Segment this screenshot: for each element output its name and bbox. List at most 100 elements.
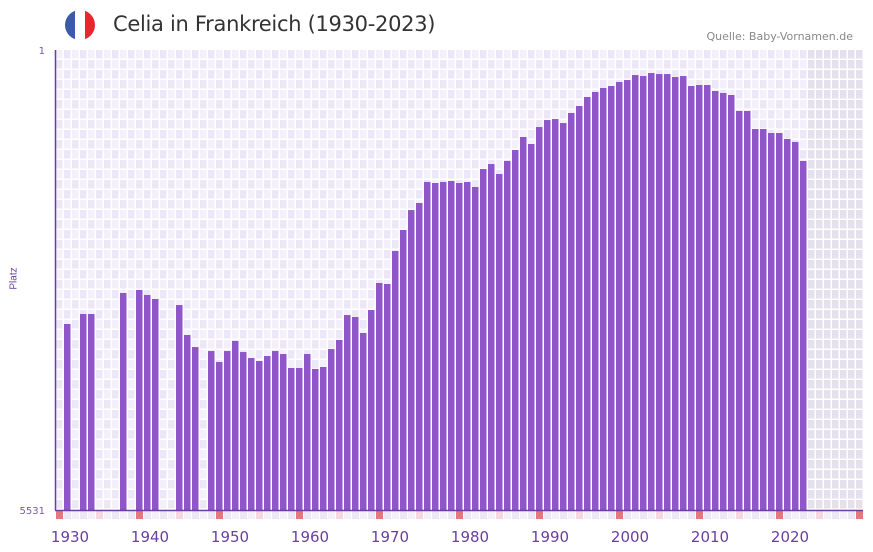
grid-cell — [832, 250, 839, 259]
grid-cell — [616, 70, 623, 79]
grid-cell — [456, 60, 463, 69]
grid-cell — [200, 460, 207, 469]
grid-cell — [112, 80, 119, 89]
grid-cell — [312, 170, 319, 179]
grid-cell — [128, 110, 135, 119]
grid-cell — [248, 50, 255, 59]
grid-cell — [856, 240, 863, 249]
grid-cell — [848, 310, 855, 319]
grid-cell — [264, 100, 271, 109]
grid-cell — [424, 120, 431, 129]
grid-cell — [56, 240, 63, 249]
grid-cell — [96, 110, 103, 119]
grid-cell — [112, 300, 119, 309]
grid-cell — [152, 150, 159, 159]
grid-cell — [288, 300, 295, 309]
grid-cell — [184, 230, 191, 239]
grid-cell — [232, 120, 239, 129]
grid-cell — [176, 280, 183, 289]
grid-cell — [472, 130, 479, 139]
grid-cell — [416, 70, 423, 79]
grid-cell — [160, 490, 167, 499]
grid-cell — [592, 50, 599, 59]
grid-cell — [320, 190, 327, 199]
grid-cell — [200, 500, 207, 509]
grid-cell — [344, 230, 351, 239]
grid-cell — [72, 270, 79, 279]
grid-cell — [72, 50, 79, 59]
grid-cell — [120, 240, 127, 249]
grid-cell — [176, 180, 183, 189]
grid-cell — [392, 240, 399, 249]
grid-cell — [80, 190, 87, 199]
grid-cell — [792, 90, 799, 99]
grid-cell — [496, 110, 503, 119]
grid-cell — [312, 130, 319, 139]
grid-cell — [216, 340, 223, 349]
grid-cell — [424, 110, 431, 119]
grid-cell — [56, 430, 63, 439]
grid-cell — [840, 390, 847, 399]
grid-cell — [288, 180, 295, 189]
grid-cell — [320, 210, 327, 219]
grid-cell — [400, 60, 407, 69]
grid-cell — [264, 280, 271, 289]
grid-cell — [776, 80, 783, 89]
grid-cell — [824, 360, 831, 369]
grid-cell — [392, 230, 399, 239]
grid-cell — [848, 100, 855, 109]
grid-cell — [184, 130, 191, 139]
grid-cell — [448, 80, 455, 89]
grid-cell — [112, 370, 119, 379]
grid-cell — [112, 150, 119, 159]
grid-cell — [360, 100, 367, 109]
grid-cell — [200, 400, 207, 409]
year-marker — [792, 511, 799, 519]
year-marker — [56, 511, 63, 519]
grid-cell — [464, 140, 471, 149]
grid-cell — [248, 240, 255, 249]
grid-cell — [112, 230, 119, 239]
grid-cell — [216, 80, 223, 89]
grid-cell — [816, 320, 823, 329]
grid-cell — [288, 140, 295, 149]
grid-cell — [384, 220, 391, 229]
grid-cell — [792, 110, 799, 119]
grid-cell — [128, 500, 135, 509]
grid-cell — [200, 430, 207, 439]
grid-cell — [424, 170, 431, 179]
grid-cell — [256, 140, 263, 149]
bar-1971 — [392, 250, 399, 511]
grid-cell — [168, 240, 175, 249]
grid-cell — [264, 130, 271, 139]
grid-cell — [824, 310, 831, 319]
grid-cell — [168, 350, 175, 359]
grid-cell — [808, 400, 815, 409]
grid-cell — [336, 110, 343, 119]
grid-cell — [216, 270, 223, 279]
grid-cell — [88, 110, 95, 119]
grid-cell — [96, 330, 103, 339]
grid-cell — [312, 210, 319, 219]
grid-cell — [368, 260, 375, 269]
grid-cell — [784, 130, 791, 139]
grid-cell — [168, 320, 175, 329]
grid-cell — [176, 60, 183, 69]
grid-cell — [240, 250, 247, 259]
grid-cell — [328, 100, 335, 109]
grid-cell — [352, 220, 359, 229]
grid-cell — [520, 120, 527, 129]
grid-cell — [480, 120, 487, 129]
grid-cell — [96, 430, 103, 439]
grid-cell — [512, 90, 519, 99]
grid-cell — [392, 200, 399, 209]
grid-cell — [840, 280, 847, 289]
grid-cell — [832, 100, 839, 109]
grid-cell — [176, 160, 183, 169]
grid-cell — [328, 270, 335, 279]
grid-cell — [832, 500, 839, 509]
grid-cell — [512, 100, 519, 109]
grid-cell — [240, 50, 247, 59]
bar-1976 — [432, 183, 439, 511]
grid-cell — [264, 260, 271, 269]
